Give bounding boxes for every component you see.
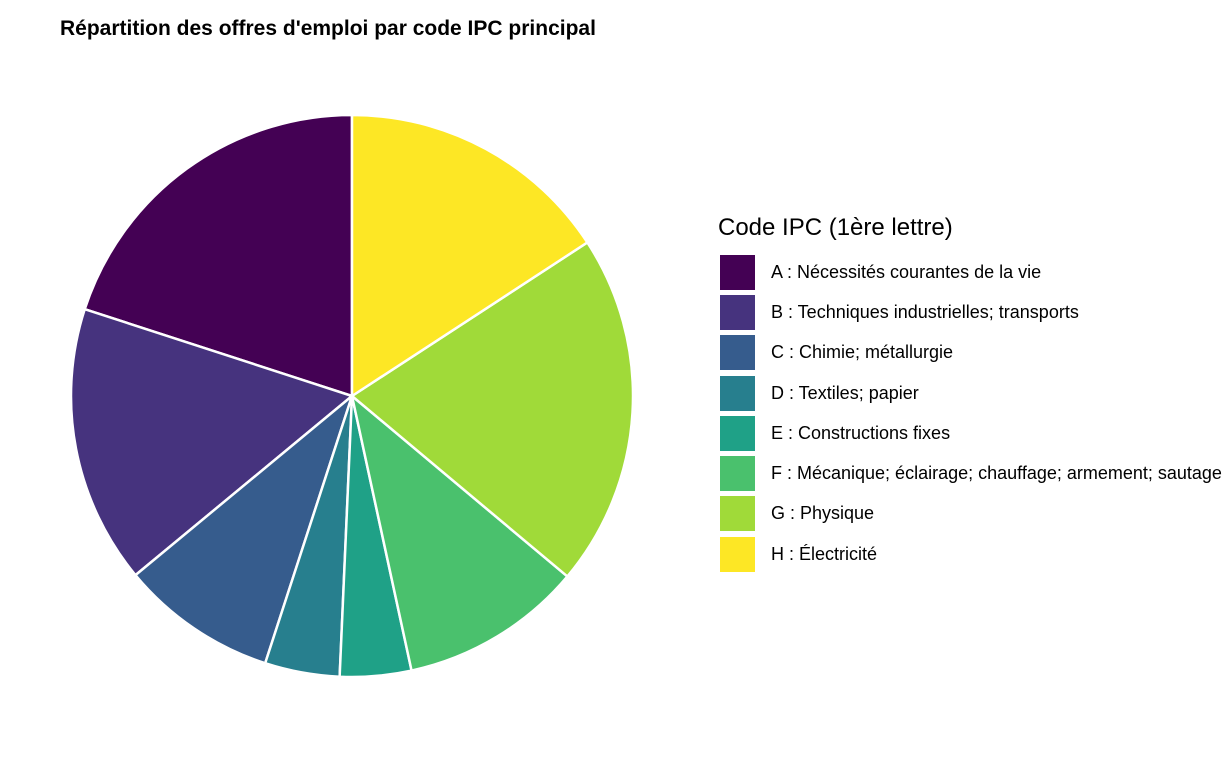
pie-chart [69,113,635,679]
legend-label: F : Mécanique; éclairage; chauffage; arm… [771,463,1222,484]
legend-item-h: H : Électricité [718,534,1222,574]
legend-key [720,456,755,492]
chart-title: Répartition des offres d'emploi par code… [60,17,596,40]
pie-slices [69,113,635,679]
legend-key [720,375,755,411]
legend-key [720,496,755,532]
legend-label: B : Techniques industrielles; transports [771,301,1079,322]
legend-label: E : Constructions fixes [771,422,951,443]
pie-slice-c [134,394,354,665]
legend-key [720,254,755,290]
legend-label: A : Nécessités courantes de la vie [771,261,1042,282]
legend-label: H : Électricité [771,543,878,564]
legend-label: C : Chimie; métallurgie [771,342,954,363]
legend-key [720,335,755,371]
legend-item-d: D : Textiles; papier [718,373,1222,413]
legend-item-e: E : Constructions fixes [718,413,1222,453]
pie-slice-h [350,113,589,398]
legend-key [720,536,755,572]
pie-slice-f [350,394,569,672]
legend-label: D : Textiles; papier [771,382,919,403]
legend-key [720,294,755,330]
legend-item-b: B : Techniques industrielles; transports [718,292,1222,332]
legend-label: G : Physique [771,503,875,524]
legend: Code IPC (1ère lettre) A : Nécessités co… [718,214,1222,574]
pie-slice-a [83,113,354,398]
legend-item-a: A : Nécessités courantes de la vie [718,252,1222,292]
legend-title: Code IPC (1ère lettre) [718,214,953,241]
pie-slice-g [350,241,635,578]
legend-item-f: F : Mécanique; éclairage; chauffage; arm… [718,453,1222,493]
legend-key [720,415,755,451]
legend-item-c: C : Chimie; métallurgie [718,333,1222,373]
pie-slice-b [69,307,354,577]
legend-item-g: G : Physique [718,494,1222,534]
legend-items: A : Nécessités courantes de la vie B : Te… [718,252,1222,574]
